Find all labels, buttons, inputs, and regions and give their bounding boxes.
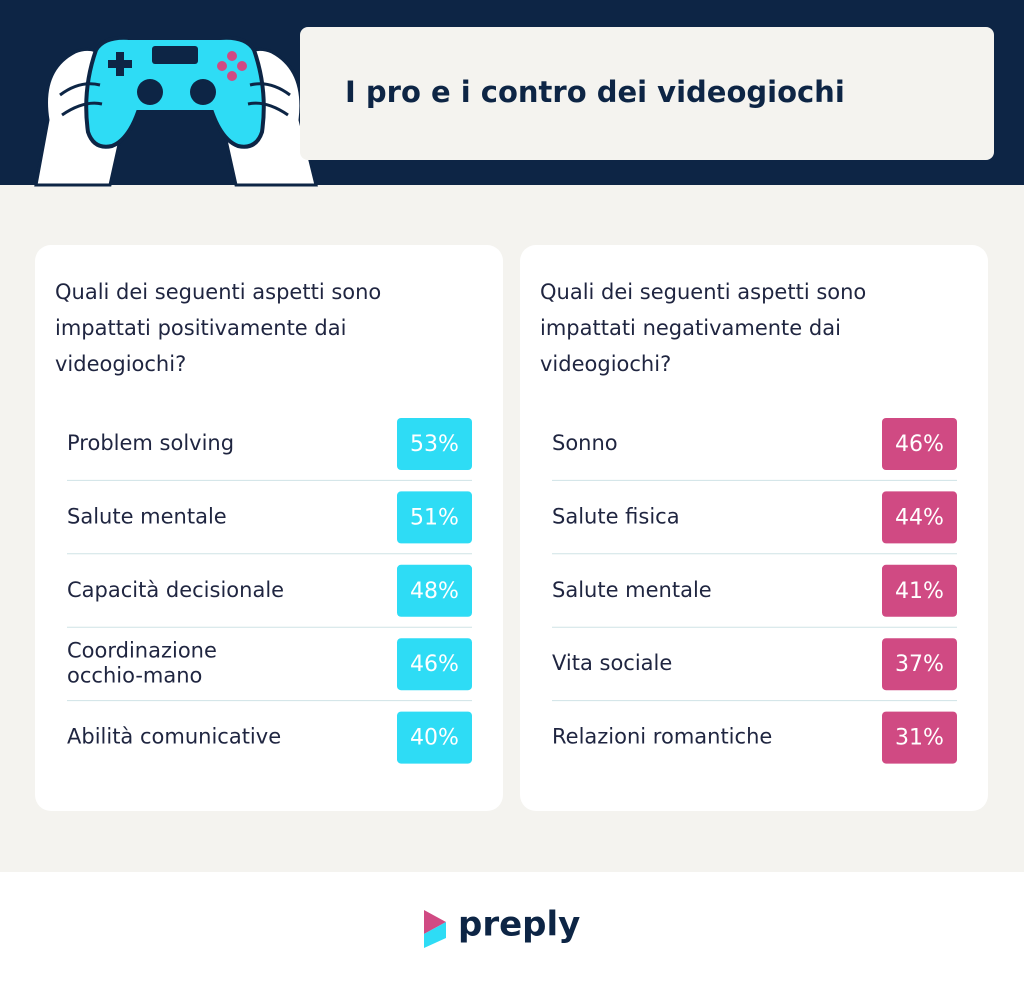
row-value: 41%	[895, 579, 944, 604]
row-label: Capacità decisionale	[67, 578, 284, 602]
value-badge	[882, 638, 957, 691]
row-label: Coordinazione	[67, 639, 217, 663]
row-value: 46%	[410, 652, 459, 677]
panel	[35, 245, 503, 811]
logo-icon	[424, 922, 446, 948]
title: I pro e i contro dei videogiochi	[345, 75, 845, 109]
row-label: Vita sociale	[552, 651, 672, 675]
row-value: 37%	[895, 652, 944, 677]
title-box	[300, 27, 994, 160]
row-value: 51%	[410, 505, 459, 530]
value-badge	[397, 564, 472, 617]
row-label: Salute fisica	[552, 504, 680, 528]
row-label: Salute mentale	[552, 578, 712, 602]
footer-band	[0, 872, 1024, 984]
row-label: Relazioni romantiche	[552, 725, 772, 749]
row-value: 31%	[895, 726, 944, 751]
question: videogiochi?	[55, 352, 186, 376]
row-label: Sonno	[552, 431, 618, 455]
row-value: 46%	[895, 432, 944, 457]
value-badge	[882, 418, 957, 470]
gamepad-illustration	[34, 35, 318, 187]
question: videogiochi?	[540, 352, 671, 376]
logo-text: preply	[458, 905, 580, 945]
row-label: Problem solving	[67, 431, 234, 455]
value-badge	[882, 711, 957, 764]
value-badge	[397, 418, 472, 470]
row-label: Salute mentale	[67, 504, 227, 528]
question: Quali dei seguenti aspetti sono	[55, 280, 381, 304]
value-badge	[397, 711, 472, 764]
row-value: 44%	[895, 505, 944, 530]
row-value: 53%	[410, 432, 459, 457]
value-badge	[397, 491, 472, 544]
value-badge	[882, 491, 957, 544]
question: impattati negativamente dai	[540, 316, 841, 340]
question: Quali dei seguenti aspetti sono	[540, 280, 866, 304]
row-label: Abilità comunicative	[67, 725, 281, 749]
value-badge	[397, 638, 472, 691]
value-badge	[882, 564, 957, 617]
logo-icon	[424, 910, 446, 934]
row-label: occhio-mano	[67, 664, 202, 688]
question: impattati positivamente dai	[55, 316, 346, 340]
panel	[520, 245, 988, 811]
row-value: 48%	[410, 579, 459, 604]
row-value: 40%	[410, 726, 459, 751]
